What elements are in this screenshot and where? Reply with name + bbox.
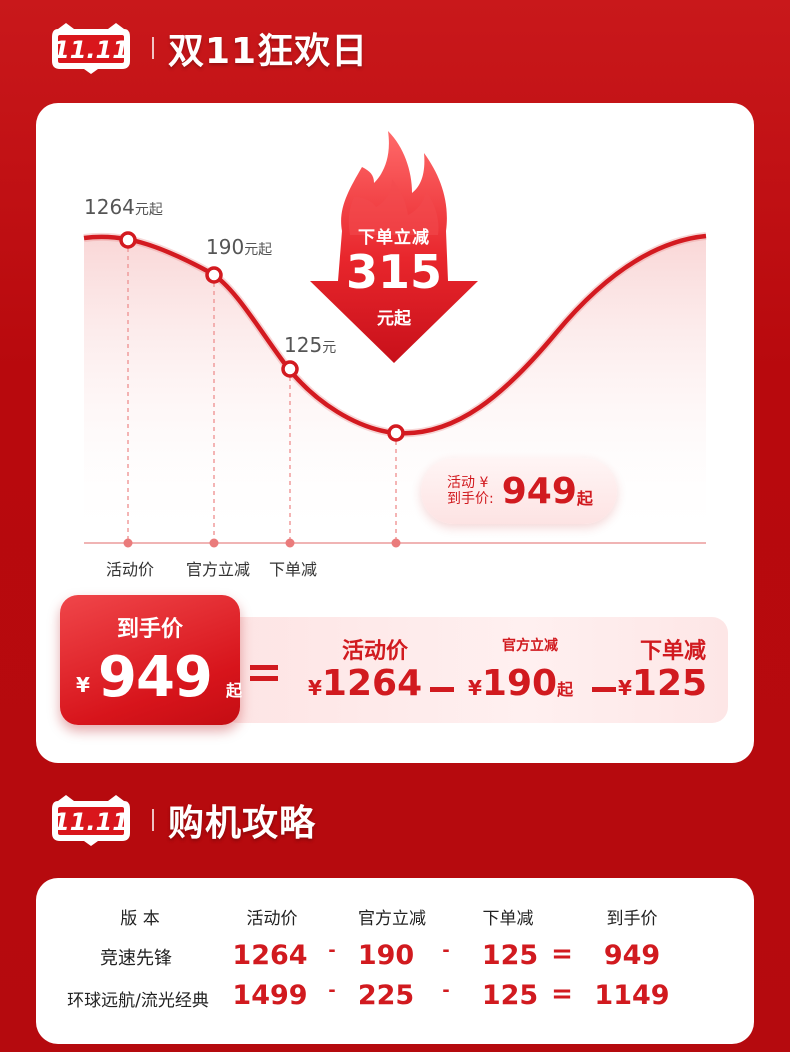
axis-label-official: 官方立减 <box>185 560 251 579</box>
curve-line <box>83 233 707 436</box>
tmall-1111-logo-icon: 11.11 <box>48 21 134 75</box>
curve-point <box>387 424 405 442</box>
header-divider <box>152 809 154 831</box>
equals-sign: = <box>551 939 573 969</box>
table-row-name: 环球远航/流光经典 <box>67 991 209 1011</box>
table-cell-final-price: 1149 <box>594 980 670 1011</box>
minus-sign: - <box>442 980 450 1001</box>
table-cell-official-discount: 190 <box>357 940 415 971</box>
table-cell-final-price: 949 <box>603 940 661 971</box>
header-divider <box>152 37 154 59</box>
purchase-guide-table: 版 本 活动价 官方立减 下单减 到手价 竞速先锋 1264 - 190 - 1… <box>36 878 754 1044</box>
minus-sign: - <box>328 980 336 1001</box>
formula-term-label-order: 下单减 <box>640 639 707 664</box>
final-price-pill-value: 949 <box>501 470 577 512</box>
svg-text:11.11: 11.11 <box>53 808 129 836</box>
minus-sign <box>430 687 454 692</box>
axis-dot <box>285 538 295 548</box>
point-label-order: 125元 <box>284 333 337 357</box>
formula-term-label-activity: 活动价 <box>342 639 409 664</box>
badge-label: 下单立减 <box>358 228 430 248</box>
badge-amount: 315 <box>345 245 443 299</box>
svg-text:11.11: 11.11 <box>53 36 129 64</box>
table-cell-order-discount: 125 <box>481 980 539 1011</box>
table-cell-order-discount: 125 <box>481 940 539 971</box>
formula-term-activity: ¥1264 <box>308 663 423 704</box>
formula-background <box>222 617 728 723</box>
final-price-unit: 起 <box>226 681 243 700</box>
point-label-official: 190元起 <box>206 235 273 259</box>
axis-label-order: 下单减 <box>268 560 318 579</box>
curve-point <box>119 231 137 249</box>
currency-symbol: ¥ <box>76 673 90 697</box>
table-header-order-discount: 下单减 <box>482 909 534 929</box>
badge-unit: 元起 <box>377 309 411 329</box>
section-title: 购机攻略 <box>168 803 317 844</box>
final-price-label: 到手价 <box>116 617 183 642</box>
final-price-pill: 活动 ¥ 到手价: 949 起 <box>421 458 617 524</box>
table-cell-official-discount: 225 <box>357 980 415 1011</box>
formula-term-label-official: 官方立减 <box>502 638 558 654</box>
equals-sign <box>250 663 280 683</box>
axis-dot <box>209 538 219 548</box>
curve-point <box>281 360 299 378</box>
formula-term-order: ¥125 <box>618 663 708 704</box>
final-price-pill-label: 活动 ¥ 到手价: <box>447 475 494 507</box>
table-header-final-price: 到手价 <box>606 909 658 929</box>
formula-term-official: ¥190起 <box>468 663 574 704</box>
table-header-version: 版 本 <box>120 909 160 929</box>
final-price-box: 到手价 ¥ 949 起 <box>60 595 243 725</box>
price-breakdown-card: 1264元起 190元起 125元 活动价 官方立减 下单减 下单立减 315 … <box>36 103 754 763</box>
table-cell-activity-price: 1264 <box>232 940 308 971</box>
tmall-1111-logo-icon: 11.11 <box>48 793 134 847</box>
curve-point <box>205 266 223 284</box>
point-label-activity: 1264元起 <box>84 195 163 219</box>
minus-sign: - <box>328 940 336 961</box>
minus-sign <box>592 687 616 692</box>
axis-dot <box>391 538 401 548</box>
final-price-value: 949 <box>98 645 213 710</box>
final-price-pill-unit: 起 <box>576 489 593 508</box>
section-header-guide: 11.11 购机攻略 <box>48 790 316 850</box>
table-header-official-discount: 官方立减 <box>358 909 426 929</box>
flame-arrow-icon <box>310 131 478 363</box>
table-row-name: 竞速先锋 <box>100 948 172 969</box>
axis-dot <box>123 538 133 548</box>
equals-sign: = <box>551 979 573 1009</box>
minus-sign: - <box>442 940 450 961</box>
section-header-promo: 11.11 双11狂欢日 <box>48 18 368 78</box>
table-header-activity-price: 活动价 <box>246 909 298 929</box>
table-cell-activity-price: 1499 <box>232 980 308 1011</box>
axis-label-activity: 活动价 <box>105 560 155 579</box>
page-title: 双11狂欢日 <box>168 31 369 72</box>
